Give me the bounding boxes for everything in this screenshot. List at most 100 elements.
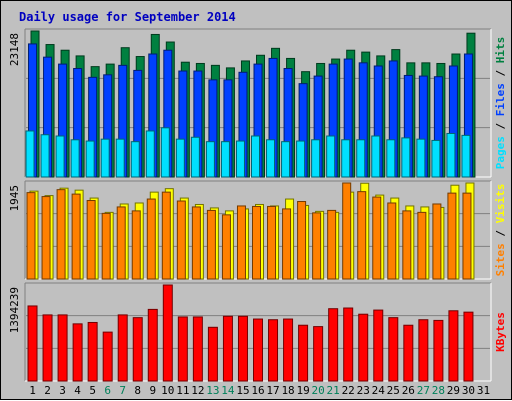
- bar-kbytes-day-15: [237, 315, 248, 382]
- day-label-14: 14: [221, 384, 235, 397]
- bar-sites-day-24: [372, 196, 382, 280]
- bar-sites-day-1: [26, 192, 36, 280]
- bar-sites-day-8: [131, 210, 141, 280]
- bar-kbytes-day-19: [298, 324, 309, 382]
- bar-pages-day-29: [446, 132, 456, 178]
- bar-pages-day-15: [235, 140, 245, 178]
- day-label-11: 11: [176, 384, 189, 397]
- bar-sites-day-12: [191, 206, 201, 280]
- day-label-22: 22: [342, 384, 355, 397]
- day-label-15: 15: [236, 384, 249, 397]
- bar-kbytes-day-27: [418, 319, 429, 382]
- bar-kbytes-day-24: [373, 309, 384, 382]
- axis-max-label: 23148: [8, 33, 21, 66]
- legend-kbytes: KBytes: [494, 312, 507, 352]
- bar-kbytes-day-21: [328, 308, 339, 382]
- bar-sites-day-26: [402, 210, 412, 280]
- bar-kbytes-day-7: [117, 314, 128, 382]
- bar-kbytes-day-17: [268, 319, 279, 382]
- bar-sites-day-11: [176, 200, 186, 280]
- bar-sites-day-22: [342, 182, 352, 280]
- legend-sites: Sites: [494, 243, 507, 276]
- day-label-28: 28: [432, 384, 445, 397]
- day-label-19: 19: [296, 384, 309, 397]
- bar-pages-day-6: [100, 138, 110, 178]
- bar-kbytes-day-3: [57, 314, 68, 382]
- bar-pages-day-30: [461, 134, 471, 178]
- bar-sites-day-16: [252, 205, 261, 280]
- panel-kbytes: 1394239: [8, 282, 492, 382]
- bar-kbytes-day-28: [433, 319, 444, 382]
- panel-legend: Sites / Visits: [494, 184, 507, 277]
- bar-pages-day-5: [85, 140, 95, 178]
- legend-separator: /: [494, 223, 507, 243]
- bar-pages-day-16: [251, 135, 260, 178]
- bar-pages-day-8: [130, 141, 140, 178]
- bar-sites-day-27: [417, 211, 427, 280]
- chart-title: Daily usage for September 2014: [19, 10, 236, 24]
- bar-kbytes-day-18: [283, 318, 294, 382]
- bar-pages-day-18: [281, 141, 291, 178]
- bar-sites-day-30: [462, 192, 472, 280]
- bar-kbytes-day-29: [448, 310, 459, 382]
- bar-pages-day-7: [115, 138, 125, 178]
- bar-kbytes-day-2: [42, 314, 53, 382]
- bar-pages-day-4: [70, 139, 80, 178]
- bar-kbytes-day-14: [222, 315, 233, 382]
- day-label-12: 12: [191, 384, 204, 397]
- bar-sites-day-17: [267, 205, 277, 280]
- bar-sites-day-3: [56, 189, 66, 280]
- bar-pages-day-9: [145, 130, 155, 178]
- bar-sites-day-19: [297, 201, 307, 280]
- day-label-5: 5: [89, 384, 96, 397]
- day-label-18: 18: [281, 384, 294, 397]
- bar-pages-day-28: [431, 139, 441, 178]
- bar-sites-day-6: [101, 212, 111, 280]
- bar-sites-day-15: [236, 205, 246, 280]
- bar-pages-day-25: [386, 139, 396, 178]
- panel-legend: Pages / Files / Hits: [494, 37, 507, 170]
- axis-max-label: 1945: [8, 185, 21, 212]
- day-label-17: 17: [266, 384, 279, 397]
- legend-separator: /: [494, 63, 507, 83]
- bar-pages-day-10: [160, 127, 170, 178]
- day-label-30: 30: [462, 384, 475, 397]
- bar-pages-day-26: [401, 137, 411, 178]
- legend-pages: Pages: [494, 136, 507, 169]
- bar-kbytes-day-12: [192, 316, 203, 382]
- bar-kbytes-day-1: [27, 305, 38, 382]
- bar-sites-day-7: [116, 206, 126, 280]
- axis-max-label: 1394239: [8, 287, 21, 333]
- day-label-6: 6: [104, 384, 111, 397]
- bar-kbytes-day-13: [207, 326, 218, 382]
- bar-sites-day-18: [282, 208, 292, 280]
- bar-pages-day-1: [25, 130, 35, 178]
- bar-sites-day-14: [221, 214, 231, 280]
- bar-pages-day-27: [416, 138, 426, 178]
- bar-sites-day-28: [432, 203, 442, 280]
- day-label-29: 29: [447, 384, 460, 397]
- day-label-16: 16: [251, 384, 264, 397]
- bar-kbytes-day-5: [87, 321, 98, 382]
- day-label-4: 4: [74, 384, 81, 397]
- bar-pages-day-14: [220, 141, 230, 178]
- bar-kbytes-day-30: [463, 311, 474, 382]
- bar-pages-day-24: [371, 135, 381, 178]
- day-label-1: 1: [29, 384, 36, 397]
- panel-legend: KBytes: [494, 312, 507, 352]
- bar-sites-day-25: [387, 202, 397, 280]
- bar-kbytes-day-9: [147, 308, 158, 382]
- legend-separator: /: [494, 116, 507, 136]
- day-label-23: 23: [357, 384, 370, 397]
- bar-sites-day-23: [357, 191, 367, 280]
- day-label-8: 8: [134, 384, 141, 397]
- legend-visits: Visits: [494, 184, 507, 224]
- day-label-9: 9: [149, 384, 156, 397]
- bar-kbytes-day-26: [403, 324, 414, 382]
- bar-pages-day-22: [341, 139, 351, 178]
- day-label-7: 7: [119, 384, 126, 397]
- day-label-24: 24: [372, 384, 386, 397]
- day-label-21: 21: [327, 384, 340, 397]
- panel-visits-sites: 1945: [8, 180, 492, 280]
